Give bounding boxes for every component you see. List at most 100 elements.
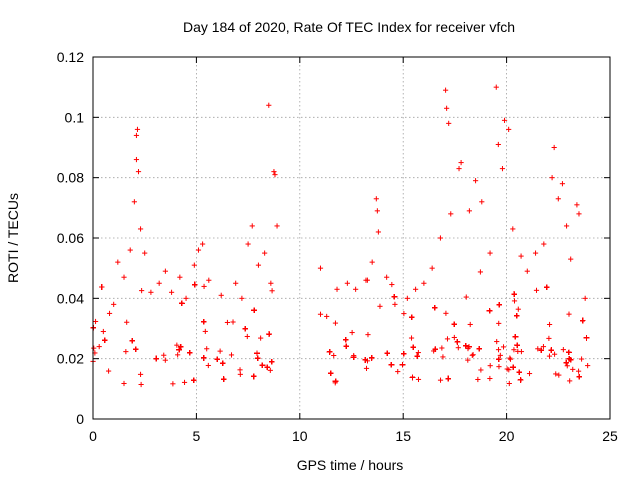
x-axis: 0 5 10 15 20 25	[89, 57, 618, 444]
data-point	[349, 329, 355, 336]
data-point-peak	[218, 292, 224, 298]
data-point	[566, 311, 572, 317]
data-point-peak	[404, 295, 410, 301]
data-point-peak	[582, 295, 588, 301]
data-point	[578, 356, 585, 362]
data-point	[415, 376, 422, 383]
data-point-peak	[549, 175, 555, 181]
data-point-peak	[121, 274, 127, 280]
data-point	[123, 349, 129, 355]
data-point	[269, 359, 275, 365]
data-point	[507, 356, 514, 362]
data-point	[153, 355, 159, 362]
data-point	[201, 319, 207, 325]
data-point	[553, 371, 559, 377]
data-point	[201, 355, 207, 361]
data-point-peak	[200, 241, 206, 247]
data-point	[556, 372, 562, 378]
data-point	[202, 328, 208, 335]
data-point	[583, 335, 590, 341]
data-point	[343, 337, 349, 343]
data-point	[365, 332, 371, 338]
data-point-peak	[392, 301, 398, 307]
data-point-peak	[466, 208, 472, 214]
data-point-peak	[559, 181, 566, 187]
y-tick-label: 0	[76, 411, 84, 427]
x-axis-label: GPS time / hours	[297, 457, 404, 473]
data-point	[576, 374, 582, 380]
data-point-peak	[568, 256, 574, 262]
data-point	[201, 283, 207, 290]
data-point	[258, 335, 264, 341]
data-point	[476, 346, 482, 352]
data-point	[500, 344, 507, 350]
data-point-peak	[384, 274, 390, 280]
data-point	[187, 350, 193, 356]
data-point-peak	[131, 199, 137, 205]
y-tick-label: 0.02	[57, 351, 84, 367]
data-point	[251, 373, 257, 380]
y-axis: 00.020.040.060.080.10.12	[57, 49, 610, 427]
data-point	[544, 284, 550, 290]
data-point	[259, 362, 266, 368]
data-point-peak	[134, 126, 141, 132]
data-point-peak	[487, 250, 493, 256]
data-point	[395, 368, 401, 375]
data-point	[105, 368, 112, 374]
data-point	[176, 347, 182, 353]
data-point	[451, 321, 457, 327]
data-point	[129, 338, 135, 344]
data-point	[507, 355, 513, 361]
data-point	[102, 337, 108, 343]
data-point-peak	[249, 223, 255, 229]
data-point-peak	[437, 235, 444, 241]
data-point	[546, 335, 552, 341]
data-point-peak	[183, 295, 189, 301]
data-point	[514, 342, 520, 348]
data-point	[99, 284, 105, 290]
data-point	[362, 357, 368, 363]
data-point	[408, 335, 415, 341]
data-point-peak	[495, 141, 501, 148]
data-point	[237, 371, 243, 377]
data-point	[470, 352, 476, 358]
data-point-peak	[111, 301, 117, 307]
data-point-peak	[375, 229, 381, 235]
data-point	[170, 381, 176, 387]
data-point-peak	[458, 159, 464, 166]
data-point	[451, 334, 457, 341]
data-point	[511, 291, 517, 297]
x-tick-label: 10	[292, 428, 308, 444]
data-point-peak	[100, 328, 106, 335]
data-point	[244, 333, 250, 340]
data-point	[363, 365, 370, 371]
data-point	[251, 307, 257, 313]
data-point-peak	[96, 344, 102, 350]
data-point	[389, 281, 395, 288]
data-point	[465, 357, 471, 363]
data-point-peak	[135, 169, 142, 175]
data-point	[174, 342, 180, 348]
y-tick-label: 0.06	[57, 230, 84, 246]
data-point	[506, 380, 512, 387]
data-point	[486, 308, 493, 314]
data-point-peak	[324, 313, 330, 320]
data-point-peak	[442, 87, 449, 93]
data-point-peak	[271, 169, 277, 175]
data-point	[138, 381, 144, 388]
data-point	[388, 362, 395, 368]
data-point-peak	[233, 280, 239, 286]
data-point-peak	[239, 295, 245, 301]
data-point	[384, 350, 390, 356]
data-point-peak	[317, 265, 324, 271]
data-point	[535, 346, 541, 352]
data-point	[205, 362, 211, 369]
data-point	[546, 353, 553, 359]
data-point-peak	[148, 289, 154, 295]
data-point	[266, 331, 272, 337]
data-point-peak	[262, 250, 268, 256]
data-point	[463, 343, 469, 349]
data-point	[496, 320, 502, 326]
data-point-peak	[444, 105, 450, 111]
